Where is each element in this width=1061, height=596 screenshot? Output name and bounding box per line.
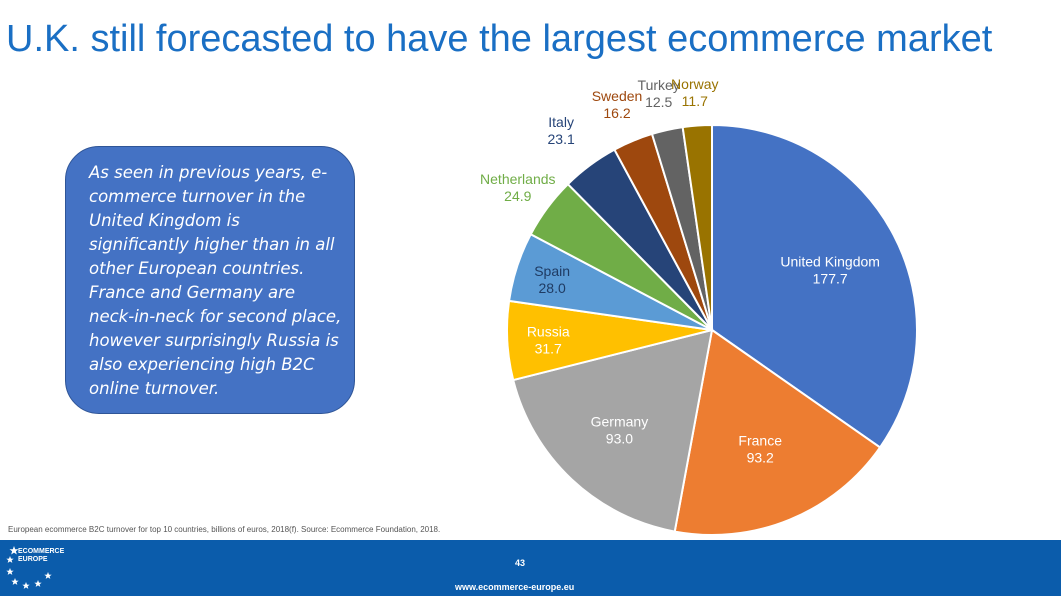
data-label-germany: Germany 93.0	[591, 414, 649, 447]
ecommerce-europe-logo	[6, 546, 52, 589]
logo-star-icon	[9, 546, 19, 555]
logo-star-icon	[11, 578, 19, 585]
logo-star-icon	[34, 580, 42, 587]
footer-bar: ECOMMERCE EUROPE 43 www.ecommerce-europe…	[0, 540, 1061, 596]
data-label-russia: Russia 31.7	[527, 324, 570, 357]
website-url[interactable]: www.ecommerce-europe.eu	[455, 582, 575, 592]
data-label-italy: Italy 23.1	[548, 114, 575, 147]
data-label-netherlands: Netherlands 24.9	[480, 171, 556, 204]
pie-slice-germany	[511, 328, 714, 533]
slide-title: U.K. still forecasted to have the larges…	[6, 18, 993, 60]
data-label-norway: Norway 11.7	[671, 76, 718, 109]
data-label-turkey: Turkey 12.5	[638, 77, 680, 110]
pie-slice-united-kingdom	[711, 123, 918, 449]
data-label-spain: Spain 28.0	[534, 263, 570, 296]
callout-box: As seen in previous years, e-commerce tu…	[65, 146, 355, 414]
logo-star-icon	[22, 582, 30, 589]
pie-slice-norway	[681, 123, 713, 331]
pie-chart: United Kingdom 177.7 France 93.2 Germany 93.0…	[480, 76, 918, 536]
source-note: European ecommerce B2C turnover for top …	[8, 525, 441, 534]
data-label-sweden: Sweden 16.2	[592, 88, 643, 121]
data-label-france: France 93.2	[738, 433, 782, 466]
pie-slice-france	[673, 328, 882, 536]
data-label-united-kingdom: United Kingdom 177.7	[780, 253, 880, 286]
logo-star-icon	[6, 568, 14, 575]
page-number: 43	[515, 558, 526, 568]
logo-text: ECOMMERCE EUROPE	[18, 548, 65, 563]
logo-star-icon	[44, 572, 52, 579]
logo-star-icon	[6, 556, 14, 563]
